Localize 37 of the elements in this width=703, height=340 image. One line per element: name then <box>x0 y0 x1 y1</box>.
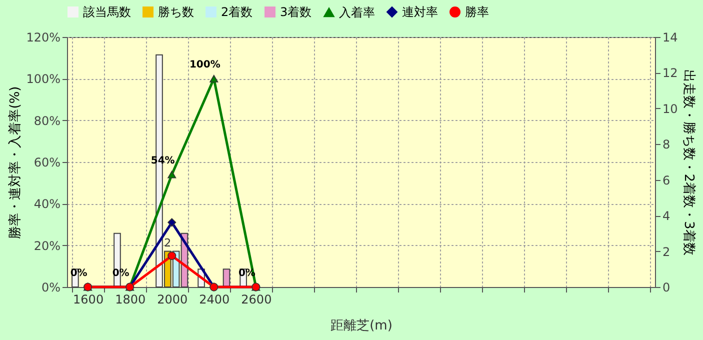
x-tick-label: 1800 <box>115 292 146 306</box>
legend-label: 該当馬数 <box>83 5 131 19</box>
legend-label: 勝率 <box>465 5 489 19</box>
x-tick-label: 2400 <box>199 292 230 306</box>
point <box>168 218 176 227</box>
data-label: 2 <box>164 236 172 250</box>
y-tick-label: 100% <box>26 72 60 86</box>
y-tick-label: 60% <box>34 156 60 170</box>
legend-label: 入着率 <box>339 5 375 20</box>
y-tick-label: 120% <box>26 30 60 44</box>
x-tick-label: 2000 <box>157 292 188 306</box>
bar <box>222 268 230 288</box>
data-label: 100% <box>189 60 220 71</box>
y2-tick-label: 10 <box>662 102 678 116</box>
y2-tick-label: 4 <box>662 209 670 224</box>
y2-tick-label: 12 <box>662 66 678 80</box>
y-tick-label: 80% <box>34 114 60 128</box>
y2-tick-label: 2 <box>662 244 670 259</box>
y2-axis-title: 出走数・勝ち数・2着数・3着数 <box>680 70 697 256</box>
y-tick-label: 20% <box>34 238 60 253</box>
y2-tick-label: 8 <box>662 138 670 152</box>
y2-tick-label: 0 <box>662 280 670 294</box>
x-tick-label: 1600 <box>73 292 104 306</box>
y2-tick-label: 14 <box>662 30 678 44</box>
legend-label: 勝ち数 <box>158 5 194 19</box>
y-axis-title: 勝率・連対率・入着率(%) <box>7 86 24 239</box>
y-tick-label: 0% <box>41 280 60 294</box>
y2-tick-label: 6 <box>662 173 670 188</box>
legend-label: 2着数 <box>221 5 253 19</box>
legend-label: 3着数 <box>280 5 312 19</box>
point <box>168 170 176 178</box>
point <box>168 251 176 260</box>
legend-label: 連対率 <box>402 5 438 19</box>
x-tick-label: 2600 <box>241 292 272 306</box>
x-axis-title: 距離芝(m) <box>330 318 392 334</box>
y-tick-label: 40% <box>34 197 60 212</box>
point <box>210 74 218 82</box>
